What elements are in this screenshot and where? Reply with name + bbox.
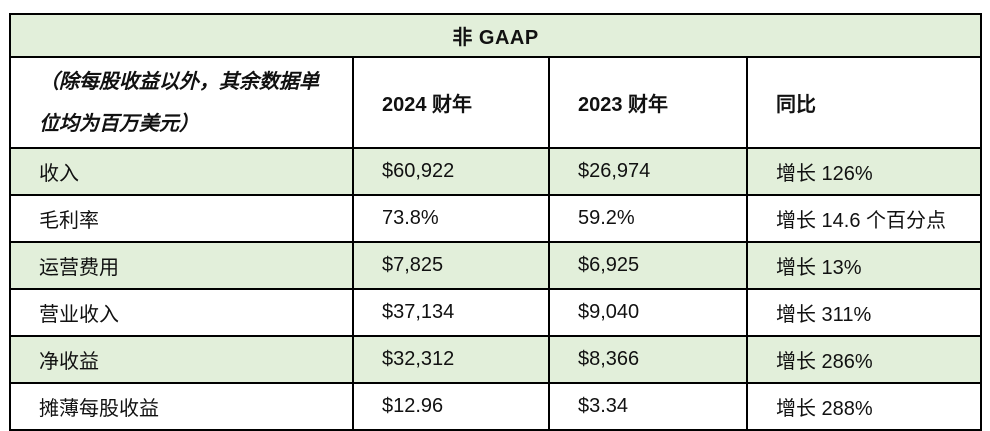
fy2024-value: $60,922 — [352, 147, 550, 196]
table-row-operating-expenses: 运营费用 $7,825 $6,925 增长 13% — [9, 241, 983, 290]
table-title: 非 GAAP — [8, 13, 983, 58]
fy2024-value: $37,134 — [352, 288, 550, 337]
fy2023-value: $3.34 — [548, 382, 748, 431]
table-row-operating-income: 营业收入 $37,134 $9,040 增长 311% — [9, 288, 983, 337]
unit-note: （除每股收益以外，其余数据单位均为百万美元） — [9, 56, 354, 149]
yoy-value: 增长 288% — [745, 382, 983, 431]
fy2024-value: $32,312 — [352, 335, 550, 384]
yoy-value: 增长 286% — [745, 335, 983, 384]
row-label: 净收益 — [9, 335, 354, 384]
table-row-gross-margin: 毛利率 73.8% 59.2% 增长 14.6 个百分点 — [9, 194, 983, 243]
row-label: 毛利率 — [9, 194, 354, 243]
row-label: 摊薄每股收益 — [9, 382, 354, 431]
fy2024-value: $7,825 — [352, 241, 550, 290]
col-header-fy2024: 2024 财年 — [352, 56, 550, 149]
table-row-revenue: 收入 $60,922 $26,974 增长 126% — [9, 147, 983, 196]
row-label: 运营费用 — [9, 241, 354, 290]
fy2024-value: 73.8% — [352, 194, 550, 243]
table-row-net-income: 净收益 $32,312 $8,366 增长 286% — [9, 335, 983, 384]
yoy-value: 增长 126% — [745, 147, 983, 196]
yoy-value: 增长 14.6 个百分点 — [745, 194, 983, 243]
table-header-row: （除每股收益以外，其余数据单位均为百万美元） 2024 财年 2023 财年 同… — [9, 56, 983, 149]
fy2023-value: $6,925 — [548, 241, 748, 290]
row-label: 营业收入 — [9, 288, 354, 337]
table-row-diluted-eps: 摊薄每股收益 $12.96 $3.34 增长 288% — [9, 382, 983, 431]
fy2024-value: $12.96 — [352, 382, 550, 431]
non-gaap-financials-table: 非 GAAP （除每股收益以外，其余数据单位均为百万美元） 2024 财年 20… — [8, 13, 983, 431]
yoy-value: 增长 311% — [745, 288, 983, 337]
yoy-value: 增长 13% — [745, 241, 983, 290]
fy2023-value: $9,040 — [548, 288, 748, 337]
fy2023-value: 59.2% — [548, 194, 748, 243]
fy2023-value: $26,974 — [548, 147, 748, 196]
row-label: 收入 — [9, 147, 354, 196]
col-header-yoy: 同比 — [745, 56, 983, 149]
col-header-fy2023: 2023 财年 — [548, 56, 748, 149]
fy2023-value: $8,366 — [548, 335, 748, 384]
table-title-row: 非 GAAP — [8, 13, 983, 58]
